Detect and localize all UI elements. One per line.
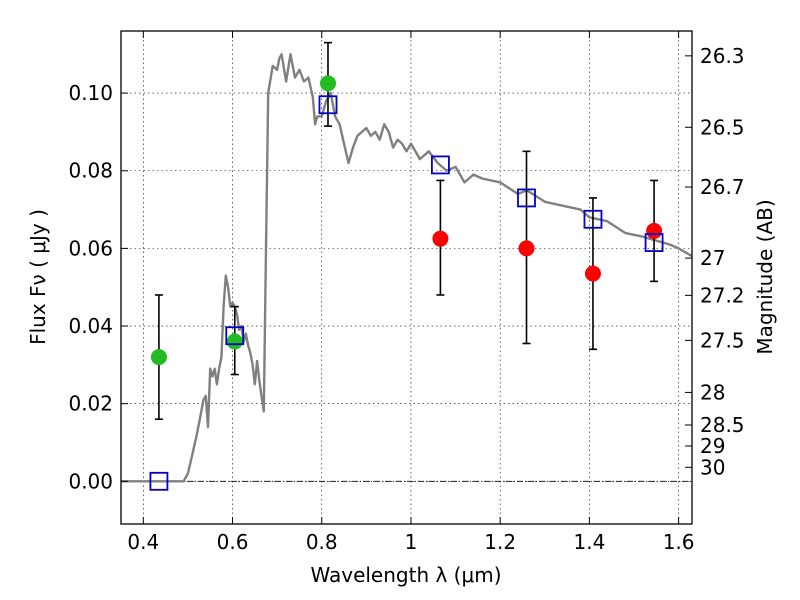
x-tick-label: 0.4 <box>127 530 159 554</box>
magnitude-tick-label: 26.7 <box>700 175 745 199</box>
y-tick-label: 0.00 <box>68 469 113 493</box>
x-tick-label: 0.8 <box>306 530 338 554</box>
magnitude-tick-label: 26.3 <box>700 44 745 68</box>
y-axis-label: Flux Fν ( μJy ) <box>26 209 50 345</box>
x-tick-label: 1.6 <box>663 530 695 554</box>
magnitude-tick-label: 28 <box>700 380 725 404</box>
flux-point <box>432 230 449 247</box>
magnitude-tick-label: 26.5 <box>700 115 745 139</box>
sed-model-curve <box>121 53 693 483</box>
flux-point <box>518 240 535 257</box>
flux-point <box>150 349 167 366</box>
flux-point <box>319 75 336 92</box>
flux-point <box>584 265 601 282</box>
x-tick-label: 1.4 <box>573 530 605 554</box>
series-layer <box>121 41 693 491</box>
magnitude-tick-label: 30 <box>700 455 725 479</box>
model-flux-square <box>318 95 338 115</box>
x-tick-label: 1 <box>405 530 418 554</box>
magnitude-tick-label: 27.5 <box>700 328 745 352</box>
y-tick-label: 0.10 <box>68 81 113 105</box>
plot-frame <box>120 30 693 525</box>
model-flux-square <box>644 233 664 252</box>
model-flux-square <box>149 471 169 491</box>
magnitude-tick-label: 27 <box>700 246 725 270</box>
y-tick-label: 0.02 <box>68 392 113 416</box>
magnitude-tick-label: 27.2 <box>700 283 745 307</box>
model-flux-square <box>517 188 536 208</box>
magnitude-axis-label: Magnitude (AB) <box>753 199 777 354</box>
flux-point <box>646 222 663 239</box>
x-tick-label: 0.6 <box>217 530 249 554</box>
grid-layer <box>121 31 692 524</box>
y-tick-label: 0.08 <box>68 159 113 183</box>
model-flux-square <box>431 155 450 175</box>
model-flux-square <box>583 209 603 229</box>
flux-point <box>226 333 243 350</box>
x-tick-label: 1.2 <box>484 530 516 554</box>
x-axis-label: Wavelength λ (μm) <box>310 563 501 587</box>
y-tick-label: 0.04 <box>68 314 113 338</box>
magnitude-tick-label: 29 <box>700 434 725 458</box>
y-tick-label: 0.06 <box>68 236 113 260</box>
magnitude-tick-label: 28.5 <box>700 413 745 437</box>
axis-ticks-layer: 0.4 0.6 0.8 1 1.2 1.4 1.6 0.00 0.02 0.04 0.06 0.08 0… <box>68 31 745 554</box>
model-flux-square <box>225 326 245 346</box>
